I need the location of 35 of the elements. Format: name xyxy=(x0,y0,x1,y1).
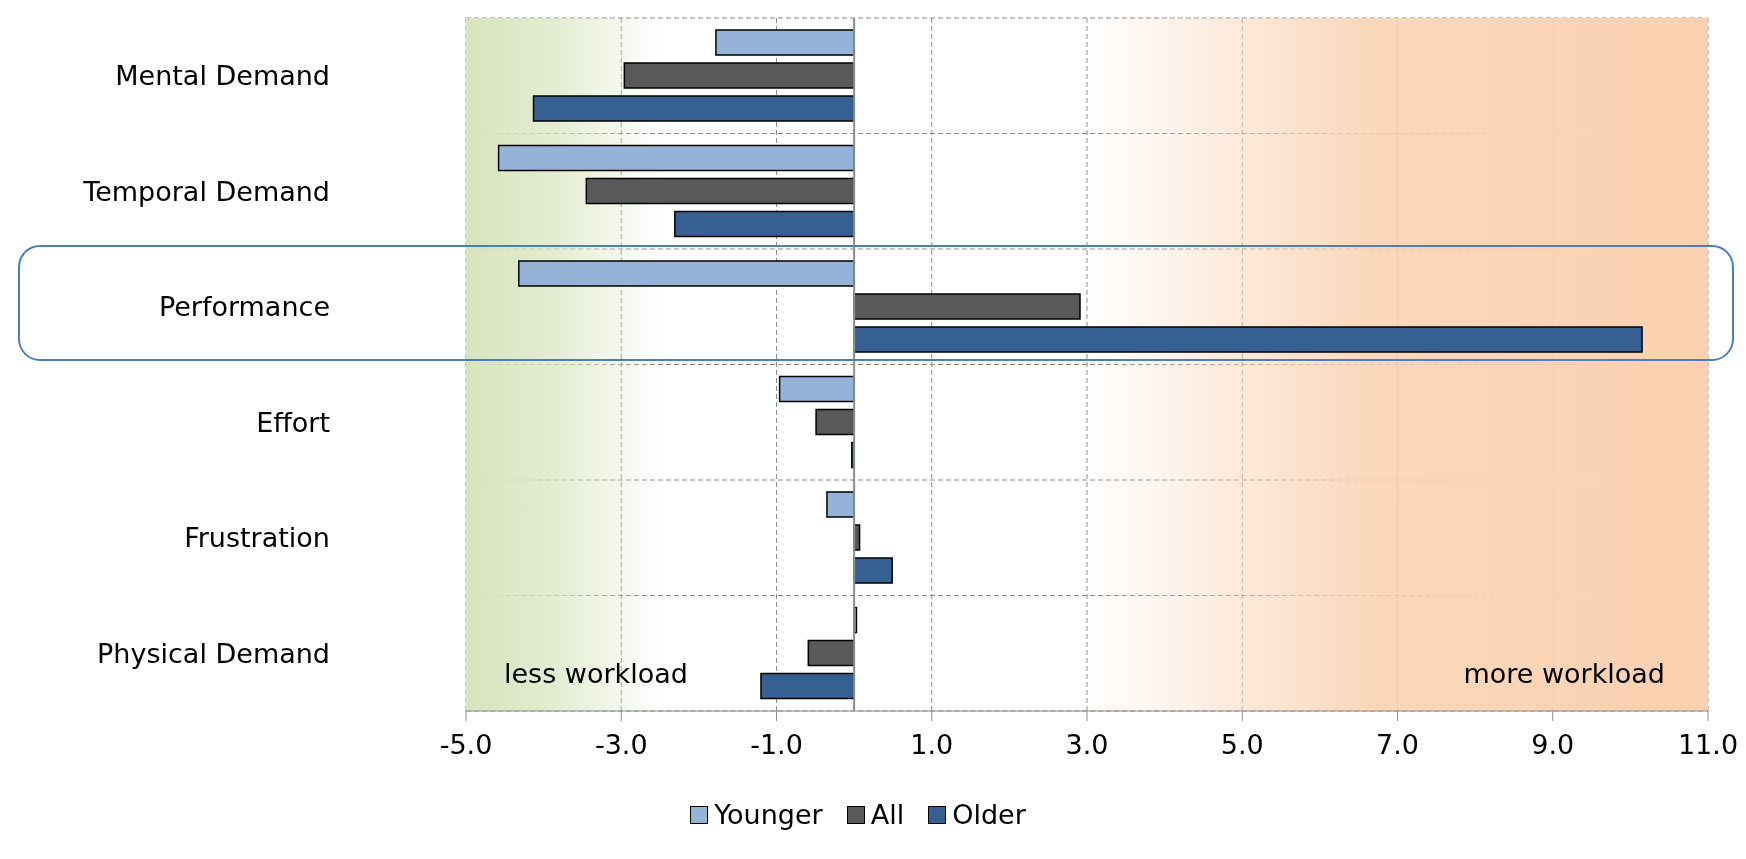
bar xyxy=(778,375,855,403)
x-tick-label: 11.0 xyxy=(1677,729,1739,761)
legend-label: All xyxy=(869,799,905,830)
legend-label: Older xyxy=(951,799,1026,830)
x-tick-label: 1.0 xyxy=(910,729,954,761)
bar xyxy=(853,326,1643,353)
y-tick-label: Frustration xyxy=(184,522,330,554)
bar xyxy=(715,29,855,56)
bar xyxy=(853,557,893,584)
bar xyxy=(497,144,855,172)
bar xyxy=(815,408,855,436)
x-tick-label: -5.0 xyxy=(439,729,493,761)
y-tick-label: Effort xyxy=(256,406,330,438)
y-tick-label: Temporal Demand xyxy=(82,175,330,207)
bar xyxy=(623,62,855,89)
bar xyxy=(807,639,855,667)
band-label: more workload xyxy=(1463,658,1665,689)
x-tick-label: 7.0 xyxy=(1376,729,1419,761)
legend-label: Younger xyxy=(713,799,823,830)
y-tick-label: Mental Demand xyxy=(115,60,330,92)
y-tick-label: Physical Demand xyxy=(97,637,330,669)
bar xyxy=(853,293,1081,320)
x-tick-label: 9.0 xyxy=(1531,729,1575,761)
bar xyxy=(674,210,855,238)
bar xyxy=(518,260,855,287)
x-tick-label: 5.0 xyxy=(1220,729,1264,761)
y-tick-label: Performance xyxy=(158,291,330,323)
bar xyxy=(826,491,855,518)
bar xyxy=(760,672,855,700)
x-tick-label: 3.0 xyxy=(1065,729,1109,761)
x-tick-label: -3.0 xyxy=(594,729,648,761)
bar xyxy=(532,95,855,122)
bar xyxy=(585,177,855,205)
band-label: less workload xyxy=(504,658,688,689)
x-tick-label: -1.0 xyxy=(750,729,803,761)
